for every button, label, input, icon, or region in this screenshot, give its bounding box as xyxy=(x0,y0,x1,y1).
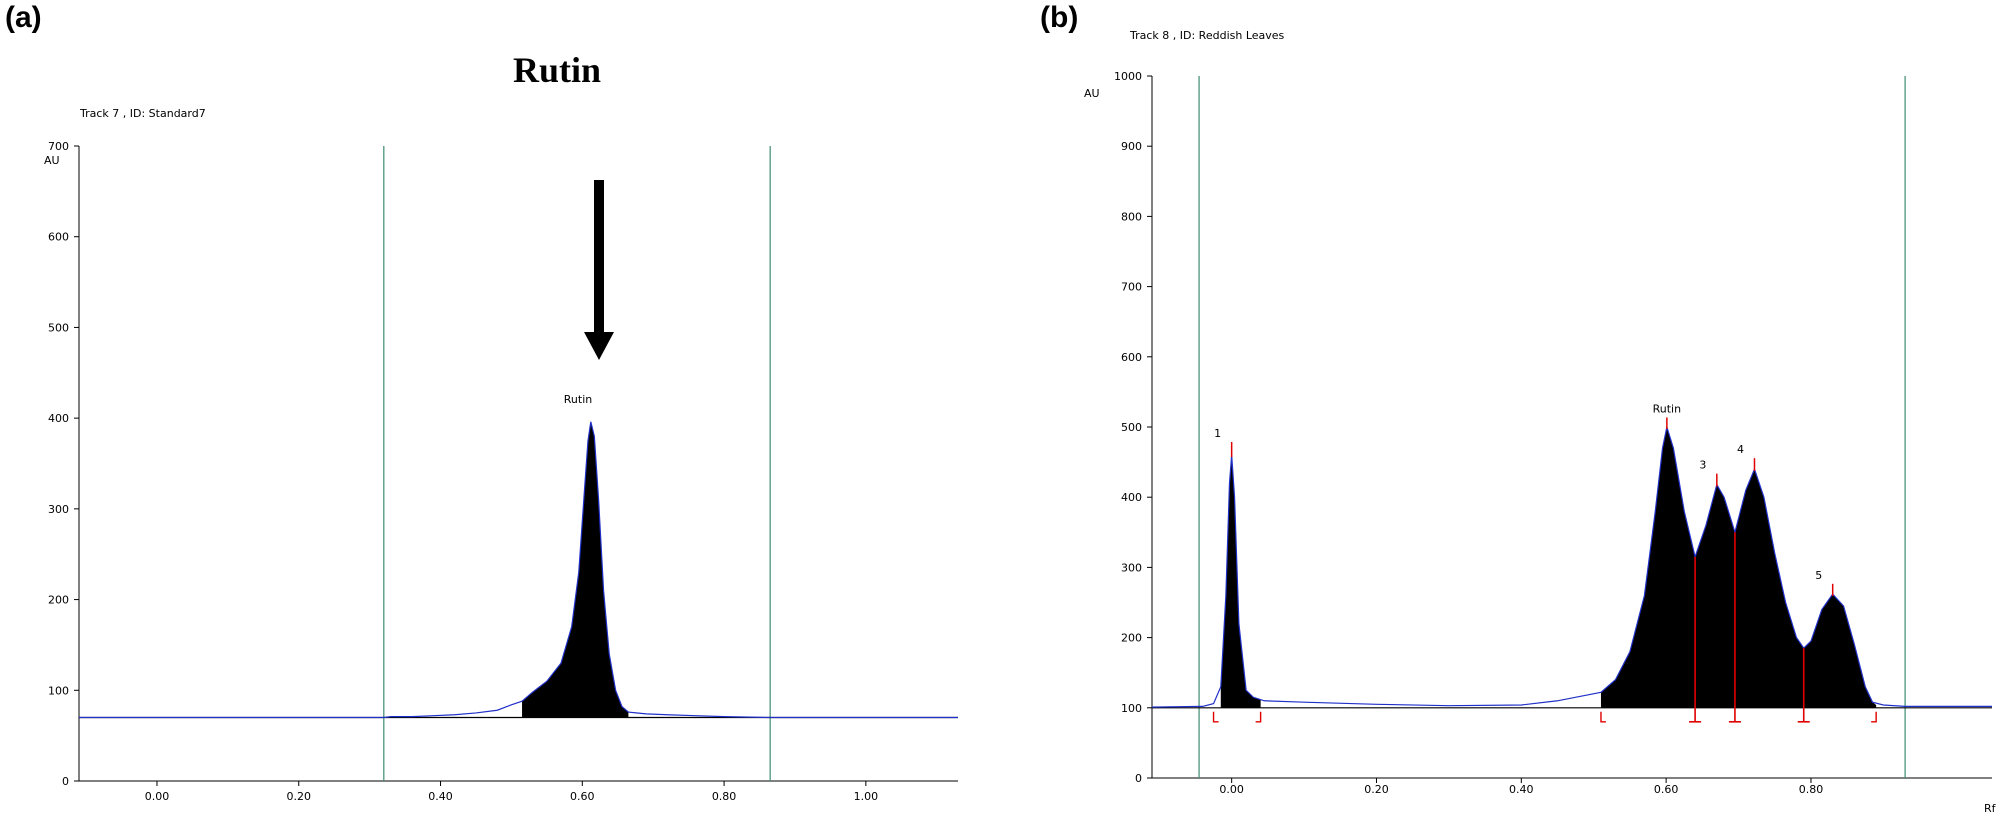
chart-b-x-tick-label: 0.60 xyxy=(1654,783,1679,796)
chart-b-x-tick-label: 0.40 xyxy=(1509,783,1534,796)
chart-a: Rutin Track 7 , ID: Standard7 AU Rf Ruti… xyxy=(44,50,971,816)
chart-b-y-tick-label: 1000 xyxy=(1114,70,1142,83)
panel-b-label: (b) xyxy=(1040,1,1078,34)
chart-b-y-tick-label: 600 xyxy=(1121,351,1142,364)
chart-a-x-tick-label: 0.00 xyxy=(145,790,170,803)
chart-b: Track 8 , ID: Reddish Leaves AU Rf 0 100 2… xyxy=(1084,29,1997,815)
chart-b-peak-label: 3 xyxy=(1699,459,1706,472)
chart-b-peak-fill xyxy=(1600,427,1877,708)
chart-a-peak-fill xyxy=(522,421,629,718)
chart-b-y-tick-label: 200 xyxy=(1121,632,1142,645)
chart-b-trace-line xyxy=(1151,426,1992,708)
chart-a-x-tick-label: 0.20 xyxy=(287,790,312,803)
chart-b-y-tick-label: 700 xyxy=(1121,281,1142,294)
chart-b-track-id: Track 8 , ID: Reddish Leaves xyxy=(1129,29,1285,42)
chart-a-y-tick-label: 700 xyxy=(48,140,69,153)
chart-b-integration-bound xyxy=(1255,711,1262,723)
chart-a-x-tick-label: 1.00 xyxy=(854,790,879,803)
chart-b-y-axis-label: AU xyxy=(1084,87,1100,100)
chart-b-peak-label: 5 xyxy=(1815,569,1822,582)
chart-a-y-axis-label: AU xyxy=(44,154,60,167)
chart-b-x-axis-label: Rf xyxy=(1984,802,1997,815)
chart-b-y-tick-label: 300 xyxy=(1121,561,1142,574)
chart-a-x-tick-label: 0.40 xyxy=(428,790,453,803)
chart-a-x-tick-label: 0.80 xyxy=(712,790,737,803)
chart-a-y-tick-label: 0 xyxy=(62,775,69,788)
chart-b-y-tick-label: 500 xyxy=(1121,421,1142,434)
chart-b-y-tick-label: 400 xyxy=(1121,491,1142,504)
chart-a-y-tick-label: 600 xyxy=(48,231,69,244)
chart-a-peak-label-rutin: Rutin xyxy=(564,393,592,406)
chart-b-integration-bound xyxy=(1212,711,1219,723)
chart-b-x-tick-label: 0.00 xyxy=(1219,783,1244,796)
chart-b-y-tick-label: 800 xyxy=(1121,210,1142,223)
chart-b-x-tick-label: 0.80 xyxy=(1799,783,1824,796)
chart-b-integration-bound xyxy=(1871,711,1877,723)
chart-b-peak-label: 1 xyxy=(1214,427,1221,440)
chart-a-track-id: Track 7 , ID: Standard7 xyxy=(79,107,206,120)
chart-b-y-tick-label: 900 xyxy=(1121,140,1142,153)
chart-a-x-axis-label: Rf xyxy=(958,814,971,816)
annotation-arrow xyxy=(584,180,614,360)
chart-b-integration-bound xyxy=(1600,711,1606,723)
panel-a-label: (a) xyxy=(5,1,42,34)
chart-b-peak-label: 4 xyxy=(1737,443,1744,456)
chart-a-y-tick-label: 300 xyxy=(48,503,69,516)
chart-b-peak-fill xyxy=(1220,455,1261,708)
chart-a-y-tick-label: 400 xyxy=(48,412,69,425)
chart-a-trace-line xyxy=(79,421,958,719)
chart-a-y-tick-label: 100 xyxy=(48,684,69,697)
chart-a-title: Rutin xyxy=(513,50,601,90)
chart-a-y-tick-label: 200 xyxy=(48,594,69,607)
chart-b-x-tick-label: 0.20 xyxy=(1364,783,1389,796)
chart-b-y-tick-label: 100 xyxy=(1121,702,1142,715)
chart-a-x-tick-label: 0.60 xyxy=(570,790,595,803)
chart-a-y-tick-label: 500 xyxy=(48,321,69,334)
chart-b-peak-label: Rutin xyxy=(1653,402,1681,415)
chart-b-y-tick-label: 0 xyxy=(1135,772,1142,785)
